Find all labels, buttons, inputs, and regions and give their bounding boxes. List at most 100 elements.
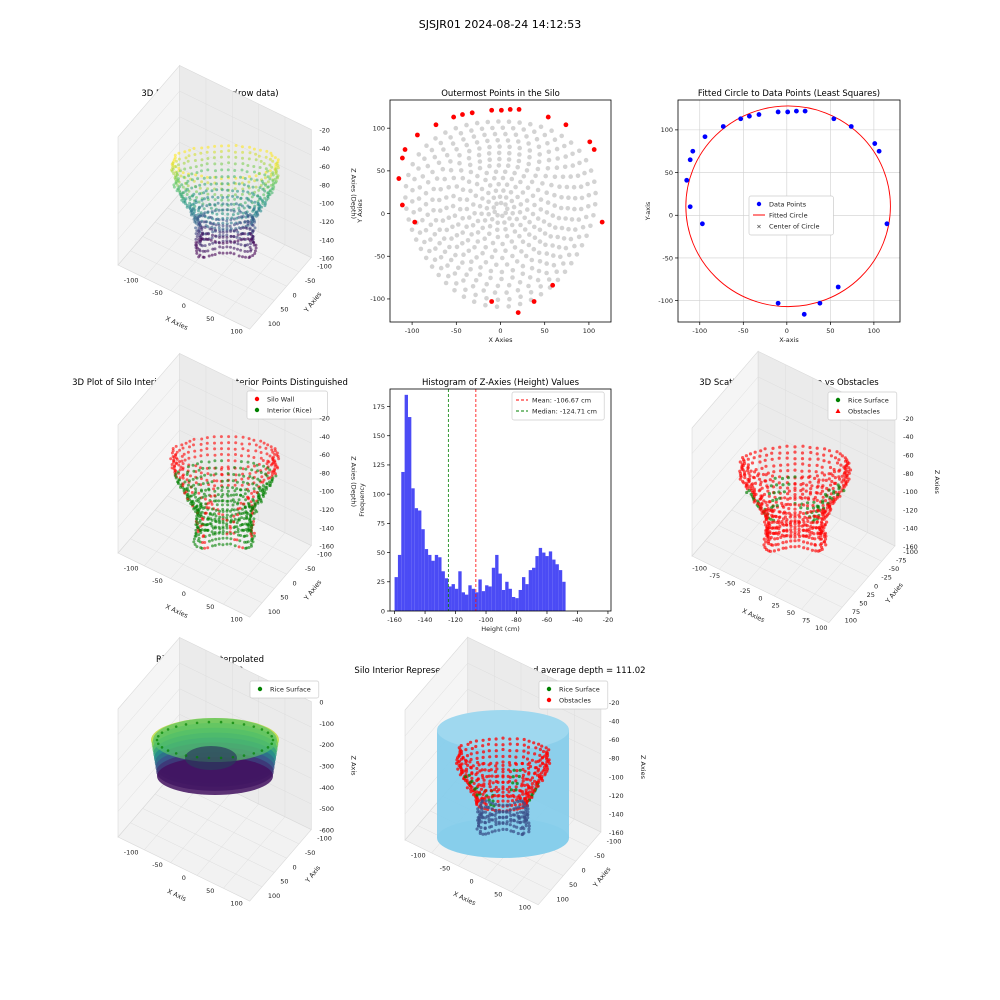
data-point [514,216,520,222]
data-point [474,140,480,145]
pane-grid-line [179,455,312,521]
data-point [198,496,202,500]
data-point [787,507,791,511]
data-point [558,205,564,211]
data-point [235,195,239,199]
data-point [556,215,562,221]
data-point [231,503,235,507]
data-point [458,763,463,767]
x-tick-label: -100 [405,327,420,335]
data-point [805,504,810,508]
data-point [225,251,229,255]
data-point [772,549,777,553]
data-point [248,145,252,149]
data-point [523,253,529,259]
data-point [225,216,229,220]
data-point [766,537,770,541]
histogram-bar [498,573,502,611]
data-point [205,478,209,482]
data-point [213,209,217,213]
data-point [192,537,196,541]
data-point [766,527,770,531]
data-point [532,235,538,240]
data-point [540,744,544,748]
data-point [577,160,582,166]
data-point [444,227,450,233]
data-point [209,182,213,186]
histogram-bar [488,586,492,611]
data-point [428,222,434,228]
data-point [527,148,533,153]
data-point [221,493,225,496]
data-point [410,161,416,167]
data-point [741,456,745,460]
data-point [766,489,770,493]
z-tick-label: -140 [319,236,334,244]
histogram-bar [458,571,462,611]
data-point [226,175,230,179]
data-point [226,168,230,172]
x-tick-label: -50 [738,327,749,335]
data-point [218,251,221,255]
data-point [770,526,774,530]
data-point [464,197,470,202]
data-point [772,520,776,524]
data-point [225,241,229,245]
data-point [155,738,159,742]
x-tick-label: 0 [182,874,186,882]
data-point [228,224,232,228]
data-point [524,824,528,828]
outermost-point [515,310,521,316]
pane-grid-line [154,793,287,859]
data-point [208,512,212,516]
data-point [429,264,435,269]
data-point [785,109,791,115]
histogram-bar [501,589,506,611]
data-point [501,188,506,193]
data-point [204,502,208,506]
data-point [194,490,198,493]
data-point [510,275,515,280]
data-point [538,292,544,297]
histogram-bar [461,592,465,611]
data-point [536,767,541,771]
data-point [773,537,777,541]
data-point [478,265,483,270]
data-point [225,516,229,520]
data-point [210,518,214,522]
data-point [261,181,265,185]
data-point [213,525,217,529]
data-point [842,465,846,469]
data-point [778,496,782,500]
data-point [416,166,421,171]
data-point [537,227,543,233]
data-point [469,259,474,265]
data-point [551,262,557,268]
data-point [193,216,197,220]
data-point [822,514,826,518]
y-tick-label: -50 [594,852,605,860]
data-point [816,484,820,488]
data-point [805,541,810,545]
data-point [793,493,797,497]
data-point [831,501,835,506]
data-point [544,270,549,276]
data-point [270,187,274,191]
data-point [259,500,263,504]
data-point [475,827,479,831]
data-point [515,749,519,753]
data-point [255,510,259,514]
data-point [503,248,508,253]
data-point [229,221,233,225]
data-point [252,165,256,168]
data-point [494,754,498,759]
data-point [251,229,255,233]
y-tick-label: -25 [881,574,892,582]
data-point [758,483,763,487]
data-point [453,252,458,258]
data-point [802,540,806,544]
data-point [534,746,538,750]
data-point [530,211,536,217]
data-point [479,186,485,192]
data-point [173,464,177,468]
